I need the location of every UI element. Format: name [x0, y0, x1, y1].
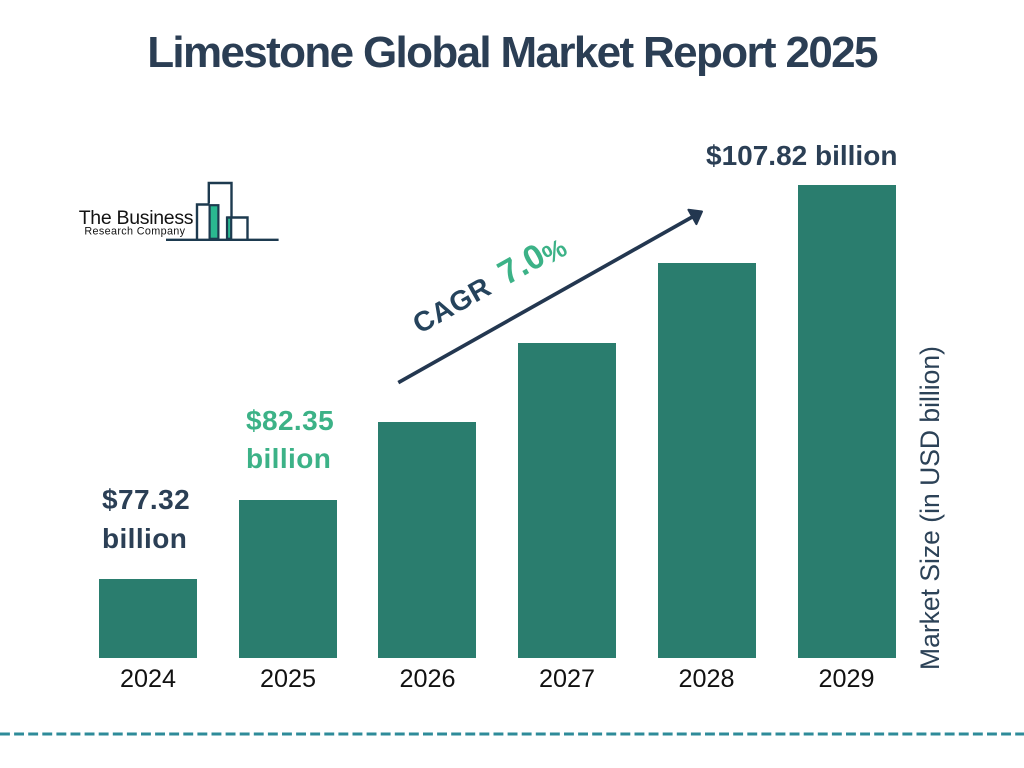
svg-text:Research Company: Research Company — [84, 226, 185, 238]
svg-text:The Business: The Business — [79, 207, 194, 229]
